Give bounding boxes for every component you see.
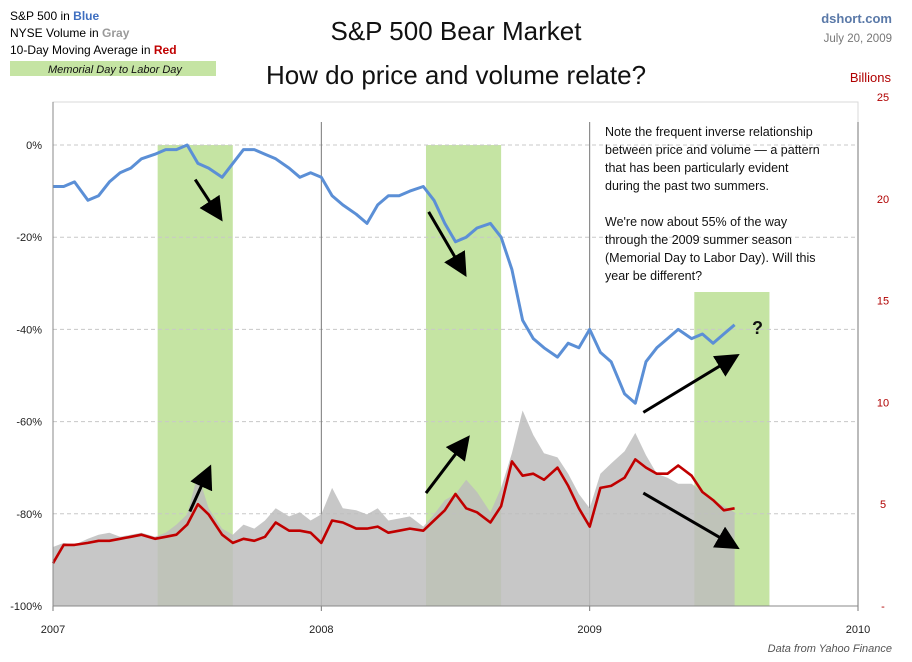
- sp500-line: [53, 143, 736, 405]
- trend-arrow: [193, 178, 223, 222]
- trend-arrow: [424, 435, 470, 494]
- note-line: We're now about 55% of the way: [605, 215, 788, 229]
- legend-ma: 10-Day Moving Average in Red: [10, 43, 177, 57]
- note-line: year be different?: [605, 269, 702, 283]
- annotation-arrows: [188, 178, 740, 550]
- legend-season-label: Memorial Day to Labor Day: [48, 64, 183, 76]
- note-line: Note the frequent inverse relationship: [605, 125, 813, 139]
- y-right-tick-label: -: [881, 601, 885, 613]
- legend-season-swatch: [10, 61, 216, 76]
- question-mark: ?: [752, 318, 763, 338]
- y-left-tick-label: 0%: [26, 140, 42, 152]
- y-left-tick-label: -100%: [10, 601, 42, 613]
- y-right-tick-label: 20: [877, 194, 889, 206]
- publish-date: July 20, 2009: [824, 33, 892, 45]
- y-left-tick-label: -20%: [16, 232, 42, 244]
- chart-title-line2: How do price and volume relate?: [266, 60, 646, 90]
- trend-arrow: [427, 211, 467, 277]
- right-axis-title: Billions: [850, 70, 892, 85]
- y-right-tick-label: 15: [877, 296, 889, 308]
- moving-average-line: [51, 458, 735, 564]
- x-tick-label: 2007: [41, 624, 65, 636]
- volume-series: [53, 410, 735, 606]
- note-line: (Memorial Day to Labor Day). Will this: [605, 251, 815, 265]
- y-right-tick-label: 25: [877, 92, 889, 104]
- legend: S&P 500 in Blue NYSE Volume in Gray 10-D…: [10, 9, 216, 76]
- note-line: that has been particularly evident: [605, 161, 789, 175]
- y-left-tick-label: -80%: [16, 509, 42, 521]
- axis-ticks: 0% -20% -40% -60% -80% -100% 25 20 15 10 5 - 2007 200…: [10, 92, 889, 636]
- trend-arrow: [188, 464, 213, 513]
- note-line: through the 2009 summer season: [605, 233, 792, 247]
- y-left-tick-label: -40%: [16, 324, 42, 336]
- note-line: during the past two summers.: [605, 179, 769, 193]
- annotation-note: Note the frequent inverse relationship b…: [605, 125, 820, 283]
- y-right-tick-label: 5: [880, 499, 886, 511]
- note-line: between price and volume — a pattern: [605, 143, 820, 157]
- x-tick-label: 2009: [577, 624, 601, 636]
- data-source: Data from Yahoo Finance: [768, 643, 892, 655]
- x-tick-label: 2010: [846, 624, 870, 636]
- y-left-tick-label: -60%: [16, 417, 42, 429]
- trend-arrow: [642, 353, 740, 414]
- y-right-tick-label: 10: [877, 397, 889, 409]
- trend-arrow: [642, 491, 740, 550]
- moving-average-series: [51, 458, 735, 564]
- legend-volume: NYSE Volume in Gray: [10, 26, 130, 40]
- x-tick-label: 2008: [309, 624, 333, 636]
- brand-name: dshort.com: [821, 11, 892, 26]
- sp500-series: [53, 143, 736, 405]
- chart-title-line1: S&P 500 Bear Market: [331, 16, 583, 46]
- legend-sp500: S&P 500 in Blue: [10, 9, 100, 23]
- volume-area: [53, 410, 735, 606]
